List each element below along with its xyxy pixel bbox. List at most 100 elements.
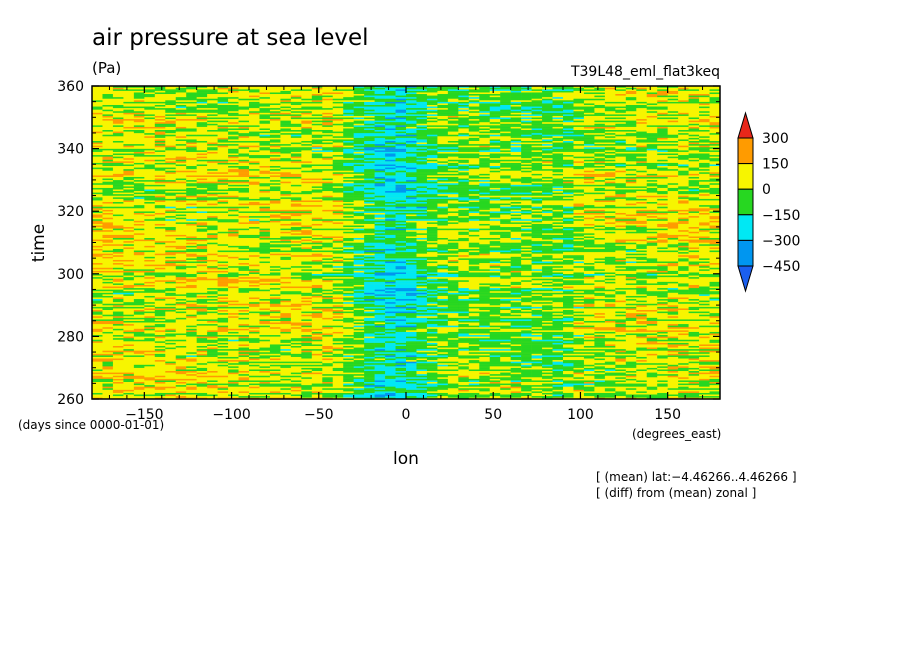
heatmap-cell — [102, 350, 114, 353]
heatmap-cell — [636, 305, 647, 307]
heatmap-cell — [521, 308, 532, 310]
heatmap-cell — [144, 308, 156, 310]
heatmap-cell — [322, 388, 333, 390]
heatmap-cell — [374, 364, 386, 367]
heatmap-cell — [416, 301, 428, 304]
heatmap-cell — [259, 301, 271, 304]
heatmap-cell — [552, 355, 564, 357]
heatmap-cell — [594, 388, 606, 390]
heatmap-cell — [144, 297, 156, 300]
heatmap-cell — [332, 392, 344, 395]
heatmap-cell — [479, 372, 490, 375]
heatmap-cell — [636, 294, 647, 296]
heatmap-cell — [196, 308, 208, 310]
heatmap-cell — [290, 373, 302, 376]
heatmap-cell — [92, 355, 103, 357]
heatmap-cell — [563, 355, 574, 357]
heatmap-cell — [133, 344, 145, 346]
heatmap-cell — [259, 311, 271, 314]
heatmap-cell — [521, 291, 532, 293]
heatmap-cell — [165, 327, 176, 329]
heatmap-cell — [646, 325, 658, 328]
heatmap-cell — [280, 331, 292, 334]
heatmap-cell — [395, 294, 407, 296]
heatmap-cell — [563, 281, 574, 284]
heatmap-cell — [542, 278, 553, 281]
heatmap-cell — [144, 359, 156, 362]
heatmap-cell — [374, 333, 386, 336]
heatmap-cell — [280, 308, 292, 310]
heatmap-cell — [667, 388, 679, 390]
heatmap-cell — [322, 394, 333, 397]
heatmap-cell — [406, 355, 417, 357]
heatmap-cell — [144, 325, 156, 328]
heatmap-cell — [207, 380, 218, 382]
heatmap-cell — [374, 309, 386, 312]
heatmap-cell — [468, 394, 480, 397]
heatmap-cell — [699, 356, 710, 359]
heatmap-cell — [269, 322, 281, 325]
heatmap-cell — [416, 353, 428, 356]
heatmap-cell — [699, 353, 710, 356]
heatmap-cell — [395, 312, 407, 315]
heatmap-cell — [416, 314, 428, 317]
heatmap-cell — [406, 377, 417, 379]
heatmap-cell — [280, 348, 292, 351]
heatmap-cell — [207, 372, 218, 375]
heatmap-cell — [688, 308, 700, 310]
heatmap-cell — [92, 366, 103, 368]
heatmap-cell — [374, 334, 386, 337]
heatmap-cell — [102, 280, 114, 282]
heatmap-cell — [322, 303, 333, 306]
heatmap-cell — [510, 297, 522, 300]
heatmap-cell — [123, 330, 135, 332]
heatmap-cell — [364, 363, 375, 365]
heatmap-cell — [217, 361, 229, 364]
heatmap-cell — [238, 286, 250, 289]
heatmap-cell — [374, 272, 386, 274]
heatmap-cell — [280, 292, 292, 295]
heatmap-cell — [479, 284, 490, 287]
heatmap-cell — [500, 278, 511, 281]
heatmap-cell — [625, 356, 637, 359]
heatmap-cell — [709, 317, 721, 320]
heatmap-cell — [165, 370, 176, 373]
heatmap-cell — [657, 384, 668, 387]
heatmap-cell — [563, 322, 574, 325]
heatmap-cell — [207, 301, 218, 304]
heatmap-cell — [688, 287, 700, 290]
heatmap-cell — [521, 276, 532, 279]
heatmap-cell — [678, 319, 689, 321]
heatmap-cell — [594, 294, 606, 296]
heatmap-cell — [437, 303, 449, 306]
heatmap-cell — [301, 314, 313, 317]
heatmap-cell — [426, 375, 438, 378]
heatmap-cell — [280, 345, 292, 348]
heatmap-cell — [636, 319, 647, 321]
heatmap-cell — [468, 269, 480, 271]
heatmap-cell — [510, 352, 522, 354]
heatmap-cell — [332, 317, 344, 320]
heatmap-cell — [228, 347, 239, 350]
heatmap-cell — [123, 270, 135, 273]
heatmap-cell — [102, 305, 114, 307]
heatmap-cell — [447, 367, 459, 370]
heatmap-cell — [688, 347, 700, 350]
heatmap-cell — [259, 305, 271, 307]
heatmap-cell — [521, 342, 532, 345]
heatmap-cell — [667, 339, 679, 342]
heatmap-cell — [615, 381, 627, 384]
heatmap-cell — [154, 267, 166, 270]
heatmap-cell — [144, 301, 156, 304]
heatmap-cell — [489, 337, 501, 340]
heatmap-cell — [249, 306, 260, 309]
heatmap-cell — [301, 358, 313, 361]
heatmap-cell — [667, 334, 679, 337]
heatmap-cell — [604, 339, 616, 342]
heatmap-cell — [259, 269, 271, 271]
heatmap-cell — [594, 292, 606, 295]
heatmap-cell — [112, 364, 124, 367]
heatmap-cell — [657, 300, 668, 303]
heatmap-cell — [657, 283, 668, 285]
heatmap-cell — [311, 312, 323, 315]
